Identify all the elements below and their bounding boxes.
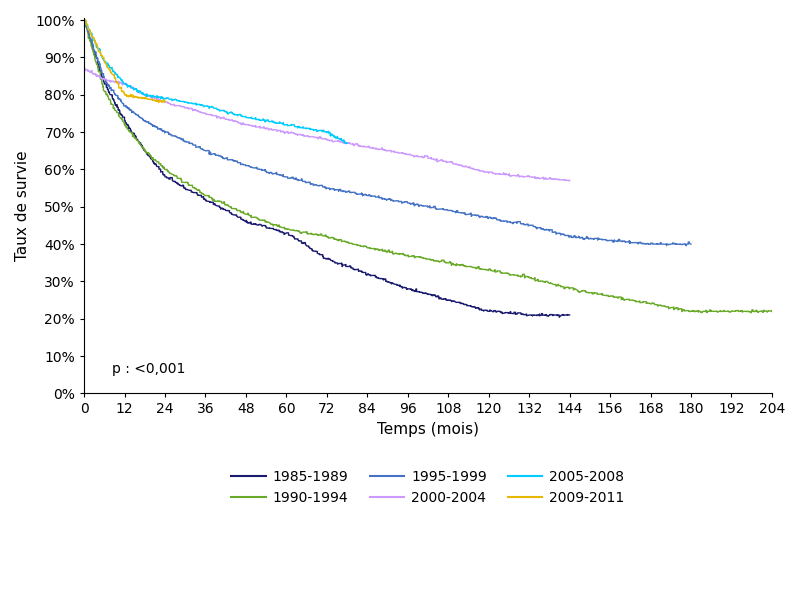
2009-2011: [154, 99, 163, 106]
1990-1994: [385, 249, 394, 256]
2000-2004: [212, 115, 222, 122]
1985-1989: [138, 144, 148, 151]
1985-1989: [258, 223, 267, 230]
2005-2008: [342, 140, 352, 147]
Legend: 1985-1989, 1990-1994, 1995-1999, 2000-2004, 2005-2008, 2009-2011: 1985-1989, 1990-1994, 1995-1999, 2000-20…: [226, 464, 630, 510]
1985-1989: [554, 314, 564, 321]
2000-2004: [132, 86, 142, 94]
1985-1989: [294, 238, 304, 245]
2009-2011: [117, 88, 126, 95]
X-axis label: Temps (mois): Temps (mois): [377, 422, 479, 437]
Text: p : <0,001: p : <0,001: [111, 362, 185, 376]
1985-1989: [395, 283, 405, 290]
2005-2008: [90, 37, 99, 44]
Line: 1985-1989: 1985-1989: [84, 20, 570, 317]
Line: 1995-1999: 1995-1999: [84, 20, 691, 246]
2009-2011: [131, 93, 141, 100]
2000-2004: [79, 65, 89, 72]
2009-2011: [92, 41, 102, 48]
2005-2008: [91, 41, 101, 49]
1985-1989: [565, 311, 574, 319]
1995-1999: [406, 200, 415, 207]
1985-1989: [114, 106, 123, 113]
1995-1999: [79, 16, 89, 23]
2000-2004: [179, 103, 189, 110]
2009-2011: [160, 98, 170, 106]
Line: 2009-2011: 2009-2011: [84, 20, 165, 103]
1995-1999: [625, 238, 634, 245]
1985-1989: [246, 219, 255, 226]
2009-2011: [138, 94, 147, 101]
Line: 2000-2004: 2000-2004: [84, 68, 570, 181]
1995-1999: [686, 241, 696, 248]
1995-1999: [682, 242, 691, 250]
1985-1989: [79, 16, 89, 23]
1995-1999: [670, 241, 679, 248]
2000-2004: [272, 126, 282, 133]
1990-1994: [79, 16, 89, 23]
2000-2004: [80, 65, 90, 72]
2005-2008: [342, 140, 351, 147]
2005-2008: [112, 71, 122, 79]
1990-1994: [400, 251, 410, 258]
2005-2008: [118, 79, 128, 86]
2005-2008: [138, 91, 148, 98]
Line: 1990-1994: 1990-1994: [84, 20, 772, 313]
1990-1994: [280, 224, 290, 232]
1995-1999: [466, 211, 476, 218]
1990-1994: [746, 309, 756, 316]
2005-2008: [324, 128, 334, 136]
2009-2011: [79, 16, 89, 23]
2009-2011: [122, 92, 131, 99]
2005-2008: [79, 16, 89, 23]
Line: 2005-2008: 2005-2008: [84, 20, 347, 143]
2000-2004: [166, 101, 176, 108]
1990-1994: [569, 286, 578, 293]
1995-1999: [626, 238, 635, 245]
1995-1999: [387, 196, 397, 203]
2000-2004: [565, 177, 574, 184]
1990-1994: [214, 197, 224, 205]
Y-axis label: Taux de survie: Taux de survie: [15, 151, 30, 261]
2000-2004: [263, 125, 273, 132]
2000-2004: [565, 177, 574, 184]
1990-1994: [767, 308, 777, 315]
2009-2011: [147, 95, 157, 103]
1990-1994: [245, 212, 254, 220]
